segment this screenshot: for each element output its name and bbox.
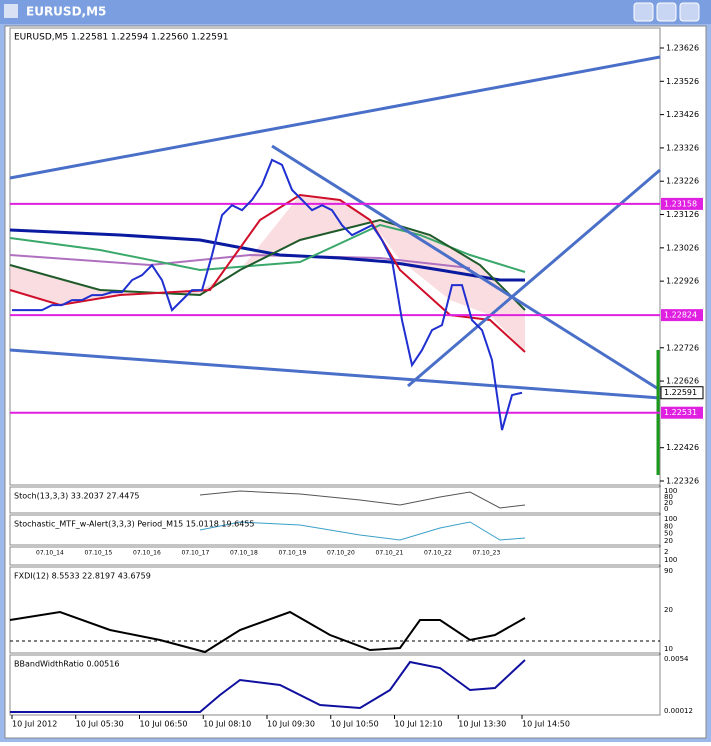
trendline	[271, 144, 661, 392]
indicator-scale: 20	[664, 606, 673, 614]
y-tick-label: 1.23226	[666, 177, 699, 186]
date-label: 07.10_23	[473, 550, 501, 557]
bbw-line	[10, 659, 526, 713]
y-tick-label: 1.22726	[666, 343, 699, 352]
x-tick-label: 10 Jul 10:50	[331, 720, 379, 729]
y-tick-label: 1.23326	[666, 143, 699, 152]
indicator-scale: 90	[664, 567, 673, 575]
trendline	[9, 348, 661, 400]
indicator-scale: 100	[664, 515, 677, 523]
green-ma	[9, 223, 526, 273]
maximize-button[interactable]	[656, 2, 677, 22]
chart-area	[4, 25, 707, 739]
x-tick-label: 10 Jul 06:50	[140, 720, 188, 729]
stoch-mtf-panel	[9, 514, 661, 546]
y-tick-label: 1.22626	[666, 377, 699, 386]
x-tick-label: 10 Jul 08:10	[203, 720, 251, 729]
date-label: 07.10_15	[85, 550, 113, 557]
level-label: 1.22531	[664, 408, 697, 417]
chart-header: EURUSD,M5 1.22581 1.22594 1.22560 1.2259…	[14, 33, 228, 43]
indicator-scale: 20	[664, 537, 673, 545]
x-tick-label: 10 Jul 12:10	[395, 720, 443, 729]
y-tick-label: 1.22326	[666, 477, 699, 486]
y-tick-label: 1.23126	[666, 210, 699, 219]
y-tick-label: 1.23526	[666, 77, 699, 86]
indicator-scale: 100	[664, 487, 677, 495]
date-label: 07.10_17	[182, 550, 210, 557]
stoch-mtf-line	[199, 521, 526, 541]
level-tag	[661, 197, 703, 210]
y-tick-label: 1.23426	[666, 110, 699, 119]
indicator-scale: 20	[664, 499, 673, 507]
title-bar	[0, 0, 711, 24]
stoch-panel	[9, 486, 661, 514]
indicator-label: BBandWidthRatio 0.00516	[14, 660, 119, 669]
date-label: 07.10_18	[230, 550, 258, 557]
date-panel	[9, 546, 661, 566]
y-tick-label: 1.23026	[666, 243, 699, 252]
date-scale: 2	[664, 548, 668, 556]
indicator-scale: 0.00012	[664, 707, 693, 715]
minimize-button[interactable]	[633, 2, 654, 22]
x-tick-label: 10 Jul 09:30	[267, 720, 315, 729]
y-tick-label: 1.23626	[666, 43, 699, 52]
price-tag	[660, 386, 704, 400]
window-title: EURUSD,M5	[26, 5, 106, 19]
y-tick-label: 1.22926	[666, 277, 699, 286]
x-tick-label: 10 Jul 05:30	[76, 720, 124, 729]
level-label: 1.23158	[664, 199, 697, 208]
date-label: 07.10_21	[376, 550, 404, 557]
stoch-line	[199, 490, 526, 509]
price-label: 1.22591	[664, 388, 697, 397]
x-tick-label: 10 Jul 2012	[12, 720, 57, 729]
indicator-scale: 10	[664, 645, 673, 653]
x-tick-label: 10 Jul 13:30	[458, 720, 506, 729]
bbw-panel	[9, 654, 661, 716]
trendline	[407, 168, 661, 388]
dark-green-ma	[9, 218, 526, 311]
fxdi-panel	[9, 566, 661, 654]
price-line	[12, 158, 523, 431]
indicator-label: Stoch(13,3,3) 33.2037 27.4475	[14, 492, 140, 501]
level-label: 1.22824	[664, 311, 697, 320]
x-tick-label: 10 Jul 14:50	[522, 720, 570, 729]
level-tag	[661, 309, 703, 322]
purple-ma	[9, 253, 471, 269]
indicator-scale: 80	[664, 493, 673, 501]
indicator-scale: 80	[664, 522, 673, 530]
indicator-scale: 0	[664, 505, 668, 513]
date-label: 07.10_20	[327, 550, 355, 557]
indicator-scale: 0.0054	[664, 655, 689, 663]
date-scale: 100	[664, 556, 677, 564]
date-label: 07.10_14	[36, 550, 64, 557]
cloud-fill	[10, 195, 525, 352]
date-label: 07.10_22	[424, 550, 452, 557]
fxdi-line	[9, 610, 526, 654]
window-icon	[4, 4, 18, 18]
trendline	[9, 55, 661, 180]
level-tag	[661, 406, 703, 419]
y-tick-label: 1.22426	[666, 443, 699, 452]
indicator-label: Stochastic_MTF_w-Alert(3,3,3) Period_M15…	[14, 520, 255, 529]
indicator-label: FXDI(12) 8.5533 22.8197 43.6759	[14, 572, 151, 581]
date-label: 07.10_16	[133, 550, 161, 557]
close-button[interactable]	[679, 2, 700, 22]
date-label: 07.10_19	[279, 550, 307, 557]
main-panel	[9, 27, 661, 486]
indicator-scale: 50	[664, 530, 673, 538]
